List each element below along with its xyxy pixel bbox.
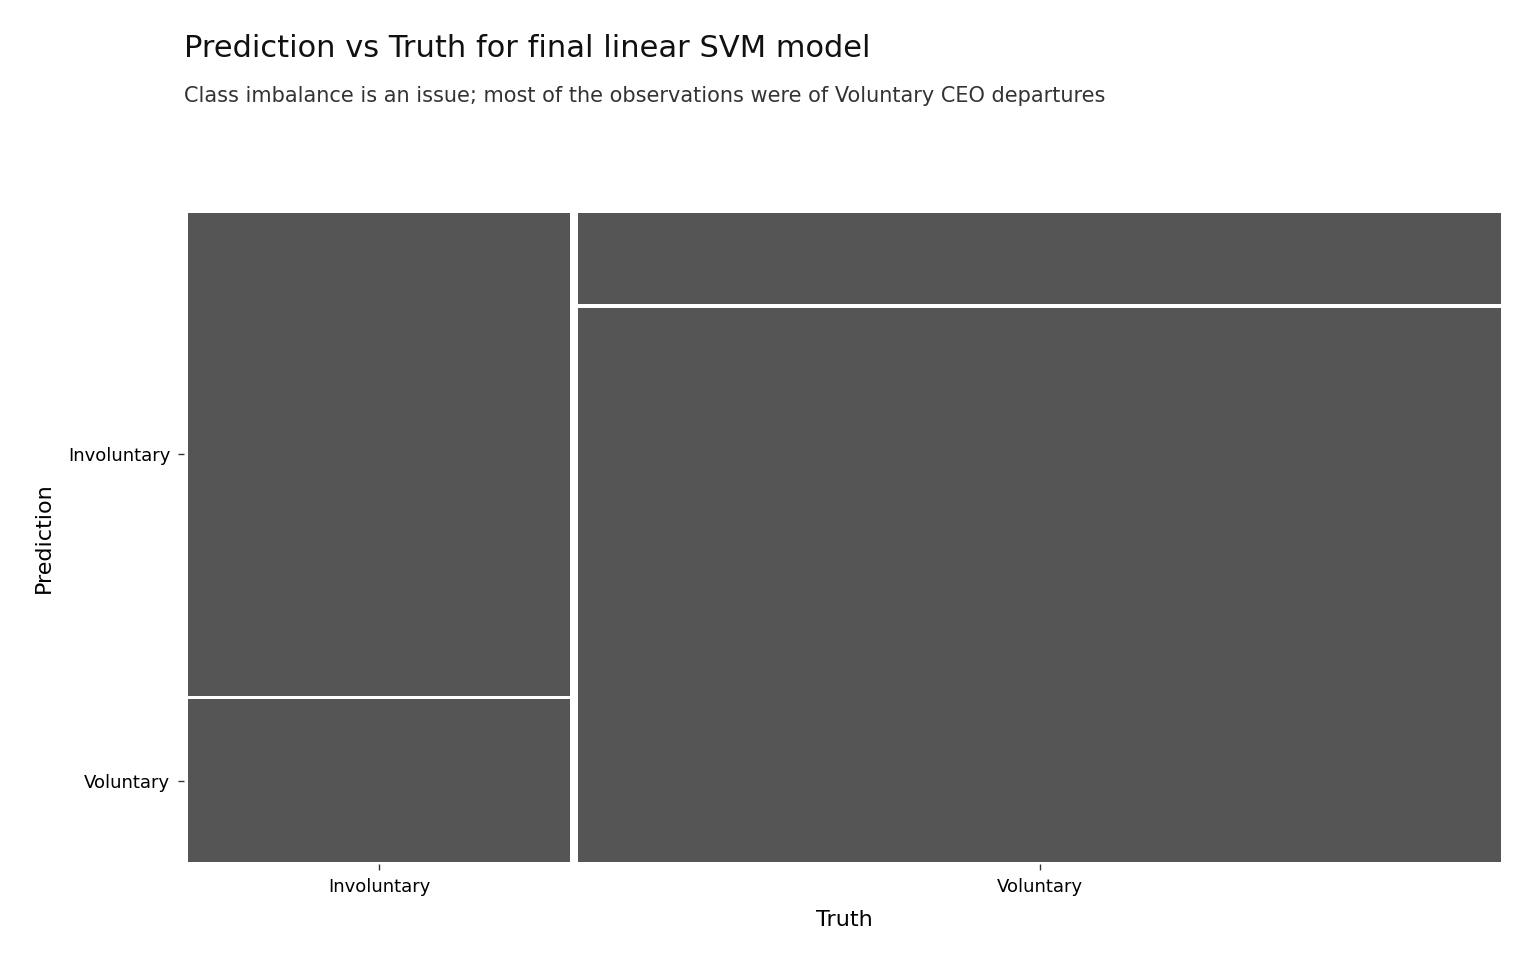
Text: Class imbalance is an issue; most of the observations were of Voluntary CEO depa: Class imbalance is an issue; most of the… — [184, 86, 1106, 107]
Text: Prediction vs Truth for final linear SVM model: Prediction vs Truth for final linear SVM… — [184, 34, 871, 62]
Bar — [189, 700, 570, 862]
Y-axis label: Prediction: Prediction — [34, 482, 54, 593]
Bar — [189, 213, 570, 696]
X-axis label: Truth: Truth — [817, 910, 872, 930]
Bar — [578, 213, 1501, 304]
Bar — [578, 308, 1501, 862]
